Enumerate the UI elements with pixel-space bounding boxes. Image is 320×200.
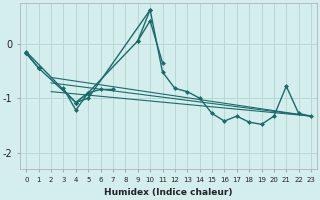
- X-axis label: Humidex (Indice chaleur): Humidex (Indice chaleur): [104, 188, 233, 197]
